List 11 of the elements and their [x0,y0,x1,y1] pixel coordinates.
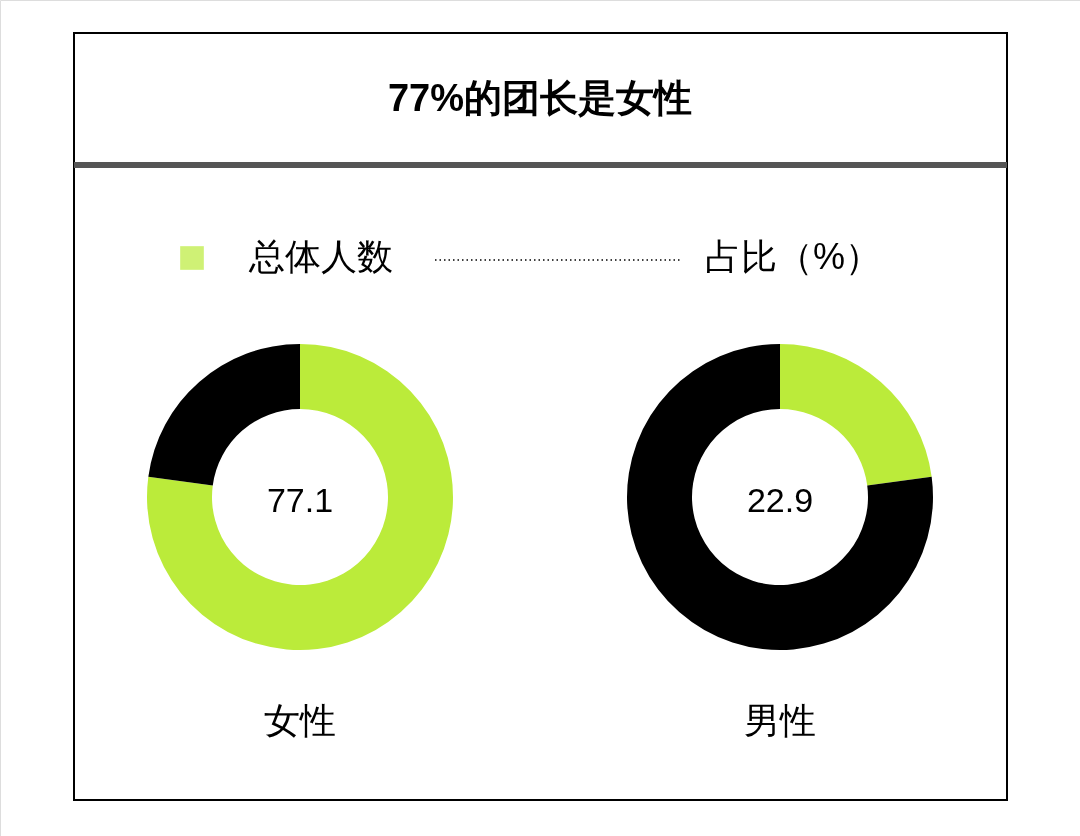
text: 占比（%） [705,236,882,277]
donut-slice [780,344,932,486]
legend-label: 总体人数 [248,236,393,277]
text: 男性 [744,700,816,741]
text: 22.9 [746,481,814,519]
donut-slice [148,344,300,486]
donut-slice [147,344,453,650]
text: 77%的团长是女性 [387,77,693,119]
data-label: 77.1 [266,481,334,519]
donut-slice [627,344,933,650]
text: 女性 [264,700,336,741]
